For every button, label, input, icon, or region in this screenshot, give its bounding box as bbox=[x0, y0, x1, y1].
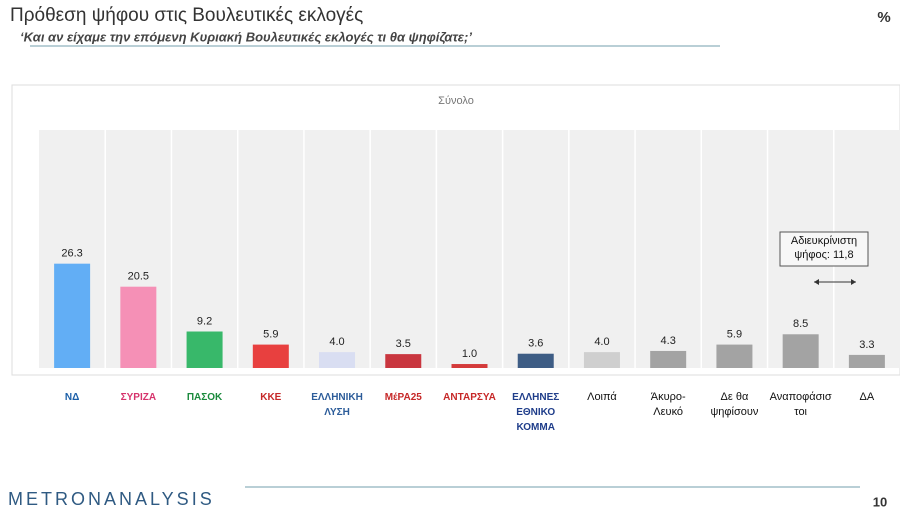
annotation-wrap: Αδιευκρίνιστη ψήφος: 11,8 bbox=[790, 235, 858, 261]
value-label: 3.5 bbox=[396, 338, 411, 350]
value-label: 3.6 bbox=[528, 338, 543, 350]
value-label: 26.3 bbox=[61, 248, 82, 260]
value-label: 8.5 bbox=[793, 318, 808, 330]
x-tick-label: Δε θα ψηφίσουν bbox=[710, 391, 759, 418]
value-label: 4.0 bbox=[329, 336, 344, 348]
x-tick-label: ΕΛΛΗΝΕΣ ΕΘΝΙΚΟ ΚΟΜΜΑ bbox=[512, 392, 560, 433]
value-label: 4.0 bbox=[594, 336, 609, 348]
title: Πρόθεση ψήφου στις Βουλευτικές εκλογές bbox=[10, 5, 363, 26]
x-tick-label: ΔΑ bbox=[859, 391, 875, 403]
bar bbox=[650, 350, 687, 368]
x-tick-label: ΣΥΡΙΖΑ bbox=[120, 392, 157, 403]
unit: % bbox=[877, 9, 890, 26]
bar bbox=[782, 334, 819, 368]
x-tick-label: Άκυρο-Λευκό bbox=[650, 391, 686, 418]
panel-title: Σύνολο bbox=[438, 95, 474, 107]
value-label: 5.9 bbox=[727, 329, 742, 341]
x-tick-label: Λοιπά bbox=[587, 391, 617, 403]
x-tick-label: ΕΛΛΗΝΙΚΗ ΛΥΣΗ bbox=[311, 392, 363, 418]
x-tick-label: ΠΑΣΟΚ bbox=[186, 392, 223, 403]
value-label: 5.9 bbox=[263, 329, 278, 341]
annotation-box bbox=[779, 231, 869, 267]
x-tick-label: ΝΔ bbox=[64, 392, 80, 403]
x-tick-label: Αναποφάσιστοι bbox=[769, 391, 832, 418]
bar bbox=[252, 344, 289, 368]
bar bbox=[716, 344, 753, 368]
x-tick-label: ΑΝΤΑΡΣΥΑ bbox=[443, 392, 496, 403]
arrow-heads bbox=[814, 279, 856, 285]
bar bbox=[517, 353, 554, 368]
plot-area bbox=[39, 130, 900, 368]
bar bbox=[451, 364, 488, 368]
subtitle: ‘Και αν είχαμε την επόμενη Κυριακή Βουλε… bbox=[20, 29, 472, 44]
annotation: Αδιευκρίνιστη ψήφος: 11,8 bbox=[790, 235, 858, 261]
x-tick-label: ΜέΡΑ25 bbox=[384, 392, 422, 403]
value-label: 4.3 bbox=[661, 335, 676, 347]
value-label: 3.3 bbox=[859, 339, 874, 351]
value-label: 1.0 bbox=[462, 348, 477, 360]
bar bbox=[186, 331, 223, 368]
brand: METRONANALYSIS bbox=[8, 489, 215, 509]
x-tick-label: ΚΚΕ bbox=[260, 392, 282, 403]
page-number: 10 bbox=[873, 494, 887, 509]
bar bbox=[120, 286, 157, 368]
value-label: 9.2 bbox=[197, 315, 212, 327]
bar bbox=[385, 354, 422, 368]
bar bbox=[54, 263, 91, 368]
bar bbox=[848, 354, 885, 368]
value-label: 20.5 bbox=[128, 271, 149, 283]
bar bbox=[319, 352, 356, 368]
bar bbox=[583, 352, 620, 368]
